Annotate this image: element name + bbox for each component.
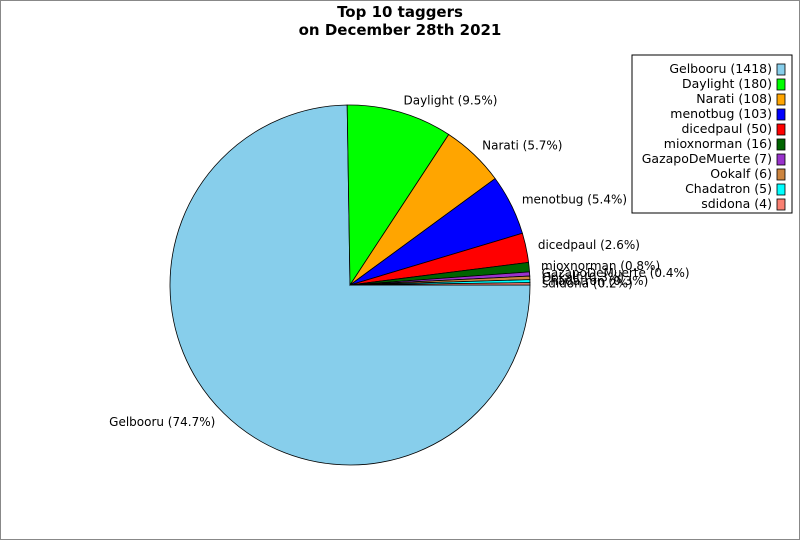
slice-labels: Gelbooru (74.7%) Daylight (9.5%) Narati (5…	[109, 94, 689, 429]
legend-label-chadatron: Chadatron (5)	[685, 181, 772, 196]
legend-swatch-chadatron	[776, 183, 786, 196]
pie-slices	[169, 104, 531, 466]
legend-swatch-gelbooru	[776, 63, 786, 76]
legend-swatch-sdidona	[776, 198, 786, 211]
legend-box	[631, 54, 793, 214]
legend-swatch-dicedpaul	[776, 123, 786, 136]
slice-label-mioxnorman: mioxnorman (0.8%)	[541, 259, 660, 273]
legend-label-ookalf: Ookalf (6)	[710, 166, 772, 181]
pie-slice-daylight	[346, 104, 450, 287]
slice-label-menotbug: menotbug (5.4%)	[522, 192, 627, 206]
slice-label-ookalf: Ookalf (0.3%)	[542, 270, 624, 284]
legend-label-sdidona: sdidona (4)	[701, 196, 772, 211]
legend-swatch-gazapodemuerte	[776, 153, 786, 166]
legend-label-narati: Narati (108)	[696, 91, 772, 106]
slice-label-chadatron: Chadatron (0.3%)	[542, 274, 648, 288]
legend-label-mioxnorman: mioxnorman (16)	[664, 136, 772, 151]
legend-label-dicedpaul: dicedpaul (50)	[681, 121, 772, 136]
pie-slice-gelbooru	[169, 104, 531, 466]
legend-swatch-narati	[776, 93, 786, 106]
slice-label-dicedpaul: dicedpaul (2.6%)	[538, 238, 640, 252]
slice-label-daylight: Daylight (9.5%)	[403, 94, 497, 108]
chart-title-line-2: on December 28th 2021	[299, 21, 502, 39]
legend-swatch-ookalf	[776, 168, 786, 181]
slice-label-sdidona: sdidona (0.2%)	[542, 277, 633, 291]
legend-label-gelbooru: Gelbooru (1418)	[669, 61, 772, 76]
pie-slice-sdidona	[349, 282, 531, 286]
slice-label-gelbooru: Gelbooru (74.7%)	[109, 415, 215, 429]
legend: Gelbooru (1418)Daylight (180)Narati (108…	[631, 54, 793, 214]
legend-label-daylight: Daylight (180)	[682, 76, 772, 91]
chart-title-line-1: Top 10 taggers	[337, 3, 463, 21]
legend-label-gazapodemuerte: GazapoDeMuerte (7)	[642, 151, 772, 166]
slice-label-gazapodemuerte: GazapoDeMuerte (0.4%)	[542, 266, 690, 280]
legend-swatch-menotbug	[776, 108, 786, 121]
legend-swatch-mioxnorman	[776, 138, 786, 151]
legend-swatch-daylight	[776, 78, 786, 91]
slice-label-narati: Narati (5.7%)	[482, 139, 562, 153]
legend-label-menotbug: menotbug (103)	[670, 106, 772, 121]
